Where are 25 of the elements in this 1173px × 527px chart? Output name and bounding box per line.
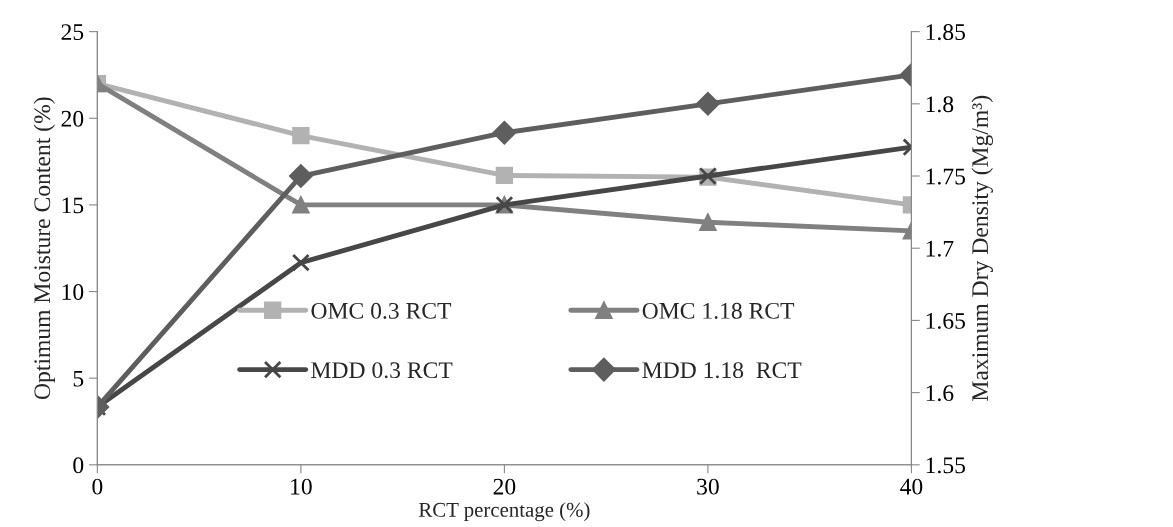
x-tick-label: 20 <box>493 478 516 495</box>
legend-label: OMC 0.3 RCT <box>311 302 452 319</box>
y2-tick-label: 1.65 <box>926 312 966 329</box>
y-axis-title: Optimum Moisture Content (%) <box>33 97 55 400</box>
y2-tick-label: 1.75 <box>926 168 966 185</box>
legend-label: OMC 1.18 RCT <box>642 302 795 319</box>
y2-tick-label: 1.85 <box>926 24 966 41</box>
y-tick-label: 10 <box>62 284 84 300</box>
y2-tick-label: 1.7 <box>926 240 954 257</box>
x-tick-label: 40 <box>900 478 923 495</box>
x-tick-label: 0 <box>92 478 103 495</box>
x-axis-title: RCT percentage (%) <box>418 502 590 522</box>
x-tick-label: 30 <box>697 478 719 495</box>
y-tick-label: 25 <box>61 24 84 41</box>
y-tick-label: 20 <box>61 110 84 127</box>
y2-tick-label: 1.6 <box>926 385 954 402</box>
x-tick-label: 10 <box>291 478 312 495</box>
y2-tick-label: 1.8 <box>926 96 954 113</box>
y-tick-label: 5 <box>73 370 84 387</box>
y-tick-label: 0 <box>73 457 84 474</box>
legend-label: MDD 1.18 RCT <box>642 362 802 379</box>
y-tick-label: 15 <box>62 197 84 214</box>
y2-axis-title: Maximum Dry Density (Mg/m³) <box>971 95 993 401</box>
y2-tick-label: 1.55 <box>926 457 966 474</box>
legend-label: MDD 0.3 RCT <box>311 362 453 379</box>
